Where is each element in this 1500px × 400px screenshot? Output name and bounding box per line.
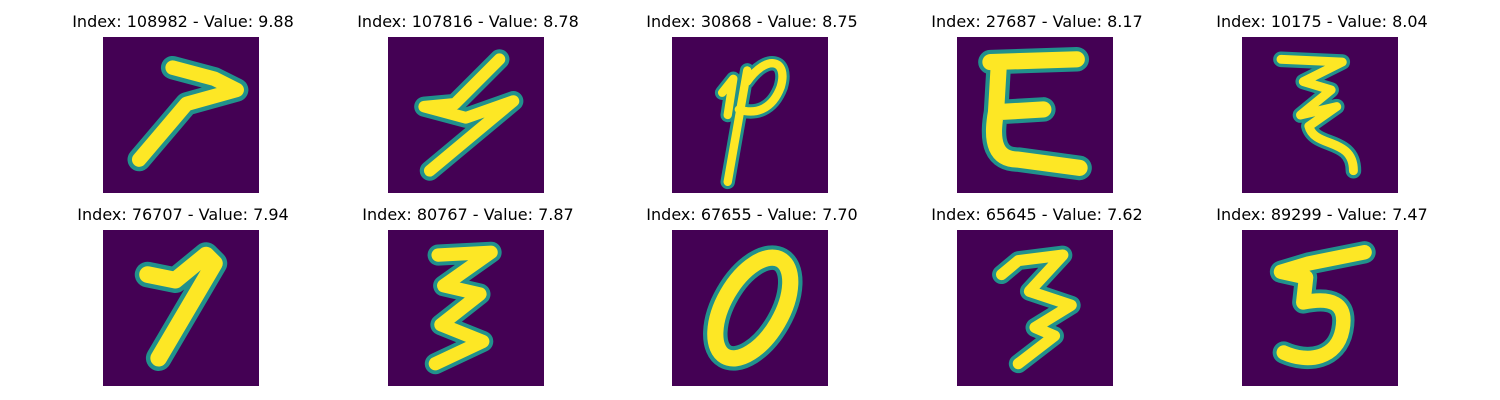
digit-image	[672, 230, 828, 386]
digit-image	[1242, 230, 1398, 386]
panel-title: Index: 108982 - Value: 9.88	[72, 12, 294, 31]
digit-glyph-5	[1269, 241, 1376, 370]
panel-title: Index: 30868 - Value: 8.75	[646, 12, 858, 31]
digit-image	[957, 37, 1113, 193]
panel-title: Index: 27687 - Value: 8.17	[931, 12, 1143, 31]
panel-title: Index: 10175 - Value: 8.04	[1216, 12, 1428, 31]
digit-glyph-3	[424, 241, 502, 375]
digit-image	[388, 230, 544, 386]
panel-title: Index: 67655 - Value: 7.70	[646, 205, 858, 224]
digit-image	[1242, 37, 1398, 193]
digit-glyph-7	[134, 242, 228, 371]
panel-title: Index: 65645 - Value: 7.62	[931, 205, 1143, 224]
digit-glyph-0	[703, 245, 803, 371]
digit-image	[103, 37, 259, 193]
digit-glyph-7	[127, 55, 249, 172]
digit-image	[672, 37, 828, 193]
panel-title: Index: 107816 - Value: 8.78	[357, 12, 579, 31]
digit-image	[388, 37, 544, 193]
digit-glyph-3	[992, 245, 1081, 374]
digit-glyph-3	[1273, 51, 1362, 179]
digit-image	[957, 230, 1113, 386]
digit-glyph-E	[978, 47, 1092, 181]
panel-title: Index: 80767 - Value: 7.87	[362, 205, 574, 224]
digit-glyph-5	[414, 49, 524, 181]
digit-image	[103, 230, 259, 386]
digit-glyph-p	[714, 56, 790, 190]
panel-title: Index: 89299 - Value: 7.47	[1216, 205, 1428, 224]
panel-title: Index: 76707 - Value: 7.94	[77, 205, 289, 224]
